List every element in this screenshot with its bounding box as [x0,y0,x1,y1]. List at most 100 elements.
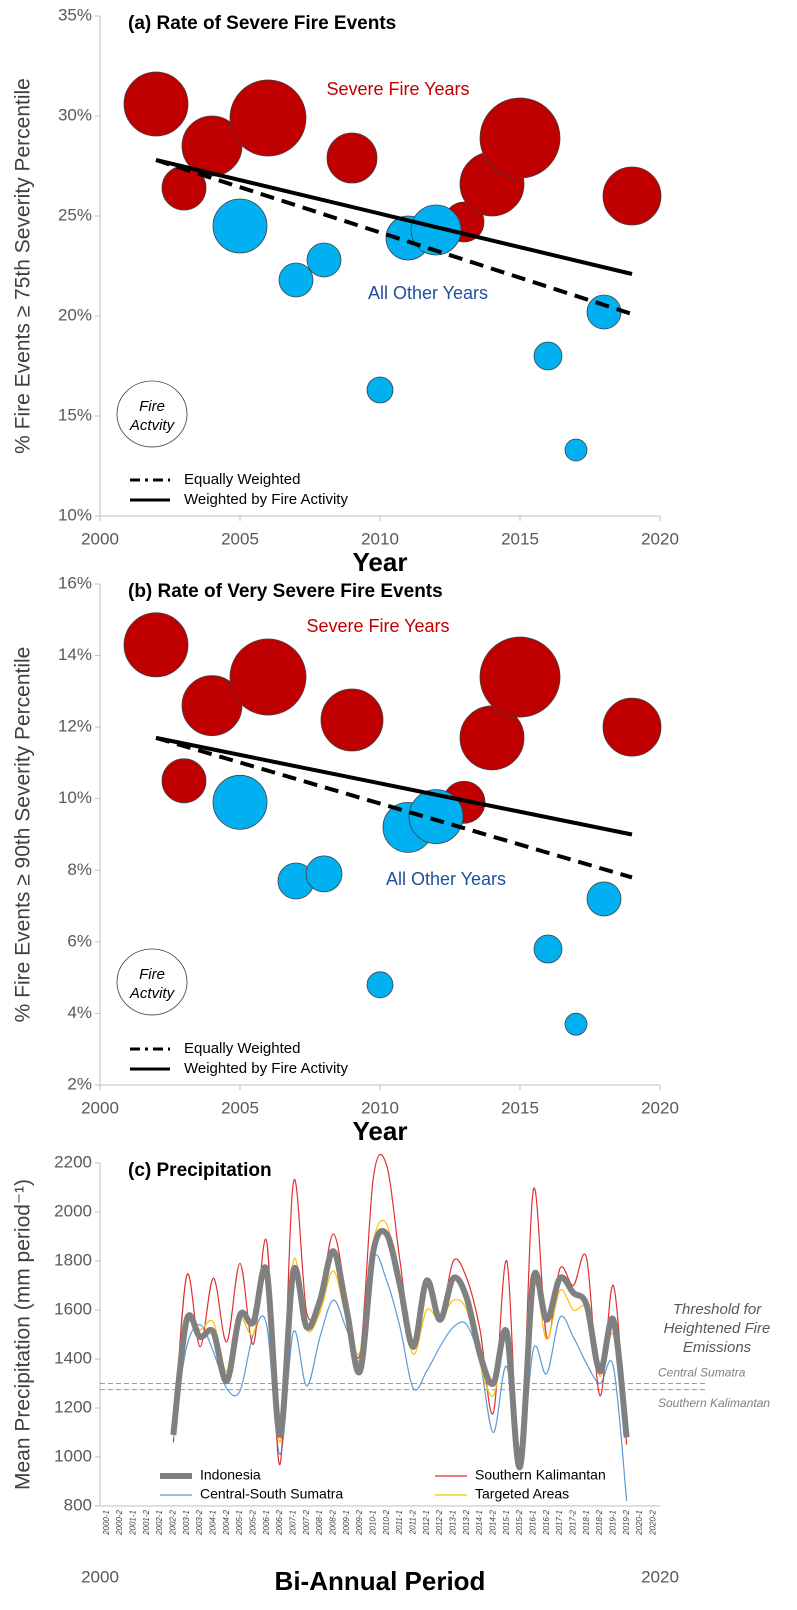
bubble [326,132,378,184]
bubble [533,934,563,964]
y-tick-label: 4% [67,1003,92,1022]
bubble [305,855,343,893]
y-tick-label: 25% [58,205,92,224]
bubble [229,638,307,716]
legend-label: Targeted Areas [475,1486,569,1502]
chart-title: (b) Rate of Very Severe Fire Events [128,581,443,602]
bubble [479,636,561,718]
x-tick-label: 2017-1 [555,1510,564,1536]
y-tick-label: 15% [58,405,92,424]
bubble [479,97,561,179]
size-key [116,380,188,448]
x-tick-label: 2010 [361,529,399,548]
x-axis-label: Year [353,547,408,577]
x-tick-label: 2009-1 [342,1510,351,1536]
size-key [116,948,188,1016]
legend-label: Central-South Sumatra [200,1486,343,1502]
x-tick-label: 2020 [641,529,679,548]
x-tick-label: 2002-1 [155,1510,164,1536]
y-tick-label: 14% [58,645,92,664]
x-tick-label: 2012-2 [435,1509,444,1535]
bubble [586,294,622,330]
x-tick-label: 2015-1 [502,1510,511,1536]
x-tick-label: 2018-2 [595,1509,604,1535]
x-tick-label: 2019-2 [622,1509,631,1535]
x-tick-label: 2013-2 [462,1509,471,1535]
y-tick-label: 800 [64,1495,92,1514]
x-tick-label: 2015 [501,1098,539,1117]
series-label: Severe Fire Years [326,79,469,99]
bubble [533,341,563,371]
x-tick-label: 2011-2 [408,1509,417,1535]
bubble [602,697,662,757]
y-tick-label: 10% [58,505,92,524]
x-tick-label: 2007-1 [288,1510,297,1536]
y-axis-label: % Fire Events ≥ 75th Severity Percentile [12,78,35,454]
x-tick-label: 2010-1 [368,1510,377,1536]
y-tick-label: 1600 [54,1299,92,1318]
bubble [212,774,268,830]
x-tick-label: 2003-2 [195,1509,204,1535]
x-tick-label: 2004-1 [208,1510,217,1536]
y-tick-label: 1400 [54,1348,92,1367]
x-tick-label: 2015-2 [515,1509,524,1535]
size-key-label-box: Fire Actvity [130,398,174,434]
bubble [602,166,662,226]
bubble [278,262,314,298]
chart-title: (a) Rate of Severe Fire Events [128,13,396,34]
x-tick-label: 2004-2 [222,1509,231,1535]
x-end-label: 2000 [81,1567,119,1586]
legend-label: Indonesia [200,1467,261,1483]
trend-line [155,158,633,276]
x-axis-label: Bi-Annual Period [275,1566,486,1596]
y-tick-label: 1000 [54,1446,92,1465]
legend-label: Weighted by Fire Activity [184,491,348,508]
bubble [229,79,307,157]
x-tick-label: 2000-2 [115,1509,124,1535]
bubble [181,675,243,737]
x-tick-label: 2005-2 [248,1509,257,1535]
size-key-label-box: Fire Actvity [130,966,174,1002]
y-tick-label: 20% [58,305,92,324]
x-tick-label: 2011-1 [395,1510,404,1535]
bubble [564,438,588,462]
x-tick-label: 2005-1 [235,1510,244,1536]
bubble [564,1012,588,1036]
series-line [172,1219,628,1463]
y-tick-label: 2% [67,1074,92,1093]
x-tick-label: 2001-2 [142,1509,151,1535]
trend-line [155,735,633,880]
x-tick-label: 2008-1 [315,1510,324,1536]
x-tick-label: 2000-1 [102,1510,111,1536]
bubble [410,204,462,256]
y-tick-label: 30% [58,105,92,124]
bubble [366,376,394,404]
x-tick-label: 2001-1 [128,1510,137,1536]
x-tick-label: 2010 [361,1098,399,1117]
legend-label: Weighted by Fire Activity [184,1060,348,1077]
bubble [123,71,189,137]
series-label: Severe Fire Years [306,616,449,636]
bubble [366,971,394,999]
series-label: All Other Years [368,283,488,303]
y-tick-label: 35% [58,5,92,24]
legend-label: Equally Weighted [184,471,300,488]
x-tick-label: 2000 [81,529,119,548]
x-tick-label: 2019-1 [608,1510,617,1536]
series-line [170,1227,630,1470]
x-tick-label: 2010-2 [382,1509,391,1535]
x-tick-label: 2006-1 [262,1510,271,1536]
x-tick-label: 2007-2 [302,1509,311,1535]
bubble [320,688,384,752]
bubble [408,789,464,845]
y-tick-label: 6% [67,931,92,950]
legend-label: Equally Weighted [184,1040,300,1057]
x-tick-label: 2015 [501,529,539,548]
x-tick-label: 2013-1 [448,1510,457,1536]
x-tick-label: 2008-2 [328,1509,337,1535]
bubble [212,198,268,254]
x-tick-label: 2016-2 [542,1509,551,1535]
bubble [123,612,189,678]
